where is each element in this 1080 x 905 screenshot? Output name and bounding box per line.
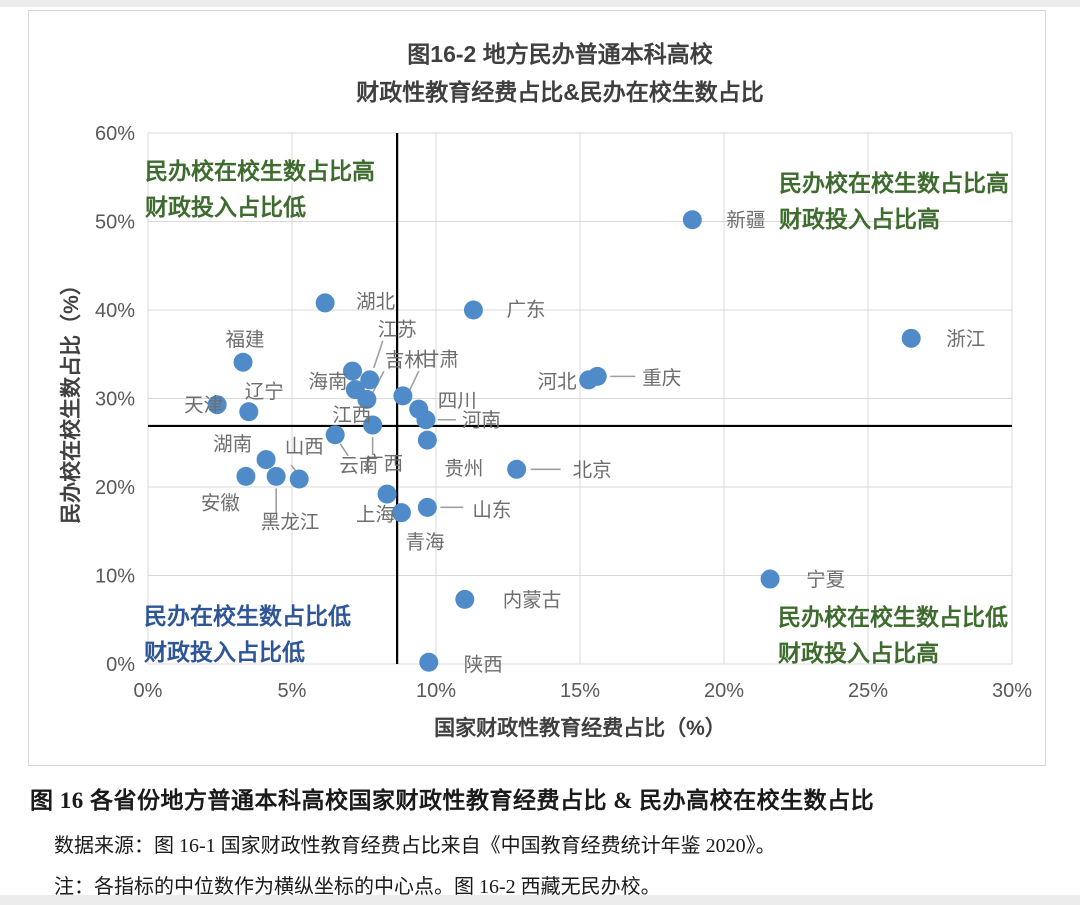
chart-container: 图16-2 地方民办普通本科高校财政性教育经费占比&民办在校生数占比民办校在校生… (0, 7, 1080, 769)
scatter-point (342, 361, 362, 381)
point-label: 福建 (226, 329, 265, 351)
chart-border (28, 10, 1046, 766)
chart-title-line: 图16-2 地方民办普通本科高校 (407, 41, 713, 67)
scatter-point (760, 569, 780, 589)
point-label: 广东 (506, 299, 545, 321)
label-leader-line (409, 370, 420, 391)
point-label: 江苏 (378, 319, 417, 341)
y-tick-label: 50% (95, 212, 135, 234)
x-tick-label: 10% (416, 680, 456, 702)
scatter-point (419, 652, 439, 672)
scatter-point (289, 469, 309, 489)
x-tick-label: 30% (992, 680, 1032, 702)
point-label: 内蒙古 (503, 589, 562, 611)
quadrant-annotation: 民办校在校生数占比高 (779, 170, 1009, 196)
scatter-point (363, 415, 383, 435)
x-tick-label: 5% (278, 680, 307, 702)
scatter-point (682, 210, 702, 230)
y-tick-label: 40% (95, 300, 135, 322)
point-label: 安徽 (201, 492, 241, 514)
x-axis-title: 国家财政性教育经费占比（%） (434, 716, 726, 740)
y-tick-label: 30% (95, 389, 135, 411)
point-label: 江西 (332, 405, 371, 427)
scatter-point (393, 386, 413, 406)
page-edge-top (0, 0, 1080, 7)
y-tick-label: 10% (95, 566, 135, 588)
point-label: 陕西 (464, 654, 503, 676)
figure-caption-source: 数据来源：图 16-1 国家财政性教育经费占比来自《中国教育经费统计年鉴 202… (54, 835, 776, 857)
scatter-point (417, 497, 437, 517)
point-label: 湖北 (356, 291, 395, 313)
point-label: 河南 (462, 410, 501, 432)
scatter-point (417, 430, 437, 450)
scatter-point (463, 300, 483, 320)
scatter-point (233, 352, 253, 372)
scatter-point (587, 366, 607, 386)
scatter-point (266, 466, 286, 486)
point-label: 山东 (472, 499, 511, 521)
point-label: 黑龙江 (261, 511, 320, 533)
figure-caption-title: 图 16 各省份地方普通本科高校国家财政性教育经费占比 & 民办高校在校生数占比 (30, 788, 875, 813)
point-label: 青海 (405, 532, 444, 554)
y-tick-label: 20% (95, 477, 135, 499)
point-label: 湖南 (213, 434, 252, 456)
x-tick-label: 15% (560, 680, 600, 702)
x-tick-label: 20% (704, 680, 744, 702)
y-tick-label: 60% (95, 123, 135, 145)
point-label: 山西 (285, 436, 324, 458)
point-label: 海南 (308, 371, 347, 393)
page-edge-bottom (0, 895, 1080, 905)
y-axis-title: 民办校在校生数占比（%） (59, 274, 83, 524)
scatter-point (391, 503, 411, 523)
point-label: 河北 (538, 371, 577, 393)
scatter-point (507, 459, 527, 479)
point-label: 贵州 (444, 458, 483, 480)
label-leader-line (339, 443, 349, 457)
quadrant-annotation: 财政投入占比高 (778, 640, 939, 666)
point-label: 天津 (184, 395, 223, 417)
scatter-point (236, 466, 256, 486)
x-tick-label: 0% (134, 680, 163, 702)
quadrant-annotation: 民办在校生数占比低 (144, 603, 351, 629)
label-leader-line (373, 340, 384, 369)
scatter-point (325, 425, 345, 445)
point-label: 上海 (356, 504, 395, 526)
scatter-point (377, 484, 397, 504)
quadrant-annotation: 财政投入占比低 (144, 639, 305, 665)
point-label: 北京 (573, 459, 612, 481)
figure-caption-note: 注：各指标的中位数作为横纵坐标的中心点。图 16-2 西藏无民办校。 (54, 876, 661, 898)
scatter-point (455, 589, 475, 609)
scatter-point (239, 402, 259, 422)
point-label: 四川 (438, 390, 477, 412)
scatter-point (357, 389, 377, 409)
scatter-point (315, 293, 335, 313)
scatter-point (207, 395, 227, 415)
quadrant-annotation: 民办校在校生数占比低 (778, 604, 1008, 630)
point-label: 重庆 (642, 367, 681, 389)
scatter-point (416, 410, 436, 430)
point-label: 云南 (339, 455, 378, 477)
quadrant-annotation: 财政投入占比高 (779, 206, 940, 232)
point-label: 浙江 (946, 328, 985, 350)
point-label: 辽宁 (245, 381, 284, 403)
x-tick-label: 25% (848, 680, 888, 702)
caption-block: 图 16 各省份地方普通本科高校国家财政性教育经费占比 & 民办高校在校生数占比… (0, 769, 1080, 899)
point-label: 新疆 (726, 210, 765, 232)
y-tick-label: 0% (106, 654, 135, 676)
point-label: 广西 (364, 453, 403, 475)
scatter-point (901, 328, 921, 348)
point-label: 宁夏 (806, 569, 845, 591)
scatter-point (256, 450, 276, 470)
point-label: 甘肃 (420, 349, 459, 371)
quadrant-annotation: 民办校在校生数占比高 (145, 158, 375, 184)
point-label: 吉林 (385, 349, 424, 371)
scatter-chart: 图16-2 地方民办普通本科高校财政性教育经费占比&民办在校生数占比民办校在校生… (28, 10, 1046, 766)
quadrant-annotation: 财政投入占比低 (145, 194, 306, 220)
chart-title-line: 财政性教育经费占比&民办在校生数占比 (356, 79, 764, 105)
scatter-point (360, 370, 380, 390)
